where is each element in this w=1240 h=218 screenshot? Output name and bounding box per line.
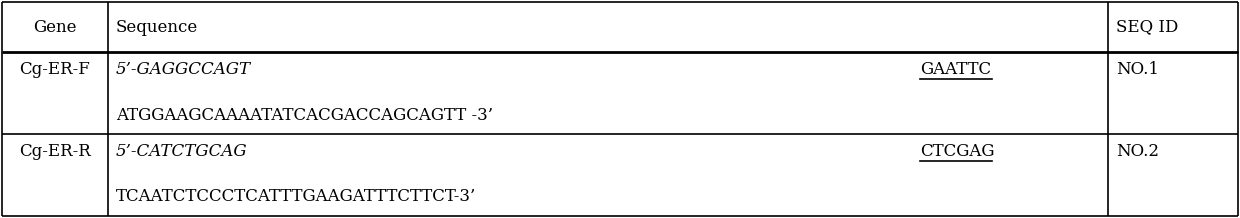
Text: CTCGAG: CTCGAG bbox=[920, 143, 994, 160]
Text: Sequence: Sequence bbox=[117, 19, 198, 36]
Text: Gene: Gene bbox=[33, 19, 77, 36]
Text: NO.1: NO.1 bbox=[1116, 61, 1159, 78]
Text: SEQ ID: SEQ ID bbox=[1116, 19, 1178, 36]
Text: ATGGAAGCAAAATATCACGACCAGCAGTT -3’: ATGGAAGCAAAATATCACGACCAGCAGTT -3’ bbox=[117, 107, 494, 124]
Text: Cg-ER-R: Cg-ER-R bbox=[19, 143, 91, 160]
Text: Cg-ER-F: Cg-ER-F bbox=[20, 61, 91, 78]
Text: NO.2: NO.2 bbox=[1116, 143, 1159, 160]
Text: 5’-CATCTGCAG: 5’-CATCTGCAG bbox=[117, 143, 248, 160]
Text: TCAATCTCCCTCATTTGAAGATTTCTTCT-3’: TCAATCTCCCTCATTTGAAGATTTCTTCT-3’ bbox=[117, 187, 476, 204]
Text: GAATTC: GAATTC bbox=[920, 61, 991, 78]
Text: 5’-GAGGCCAGT: 5’-GAGGCCAGT bbox=[117, 61, 252, 78]
